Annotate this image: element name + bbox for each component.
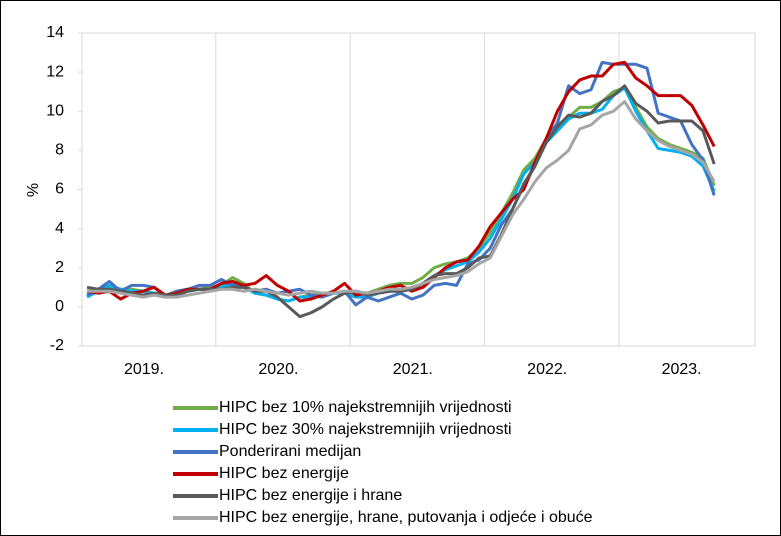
y-tick-label: 2 — [55, 259, 64, 276]
legend-label: HIPC bez 10% najekstremnijih vrijednosti — [219, 399, 512, 416]
legend-label: HIPC bez energije — [219, 465, 349, 482]
legend-label: HIPC bez 30% najekstremnijih vrijednosti — [219, 421, 512, 438]
x-tick-label: 2020. — [258, 361, 298, 378]
y-tick-label: 8 — [55, 142, 64, 159]
y-tick-label: 14 — [46, 24, 64, 41]
x-tick-label: 2019. — [124, 361, 164, 378]
y-axis-label: % — [25, 183, 42, 197]
x-tick-label: 2021. — [393, 361, 433, 378]
legend-label: HIPC bez energije i hrane — [219, 487, 402, 504]
x-tick-label: 2023. — [662, 361, 702, 378]
y-tick-label: -2 — [50, 337, 64, 354]
x-tick-label: 2022. — [527, 361, 567, 378]
y-tick-label: 12 — [46, 63, 64, 80]
legend-label: HIPC bez energije, hrane, putovanja i od… — [219, 509, 593, 526]
y-tick-label: 4 — [55, 220, 64, 237]
series-line — [86, 84, 716, 319]
legend-label: Ponderirani medijan — [219, 443, 361, 460]
y-tick-label: 10 — [46, 102, 64, 119]
series-line — [87, 99, 716, 299]
y-tick-label: 0 — [55, 298, 64, 315]
y-tick-label: 6 — [55, 181, 64, 198]
